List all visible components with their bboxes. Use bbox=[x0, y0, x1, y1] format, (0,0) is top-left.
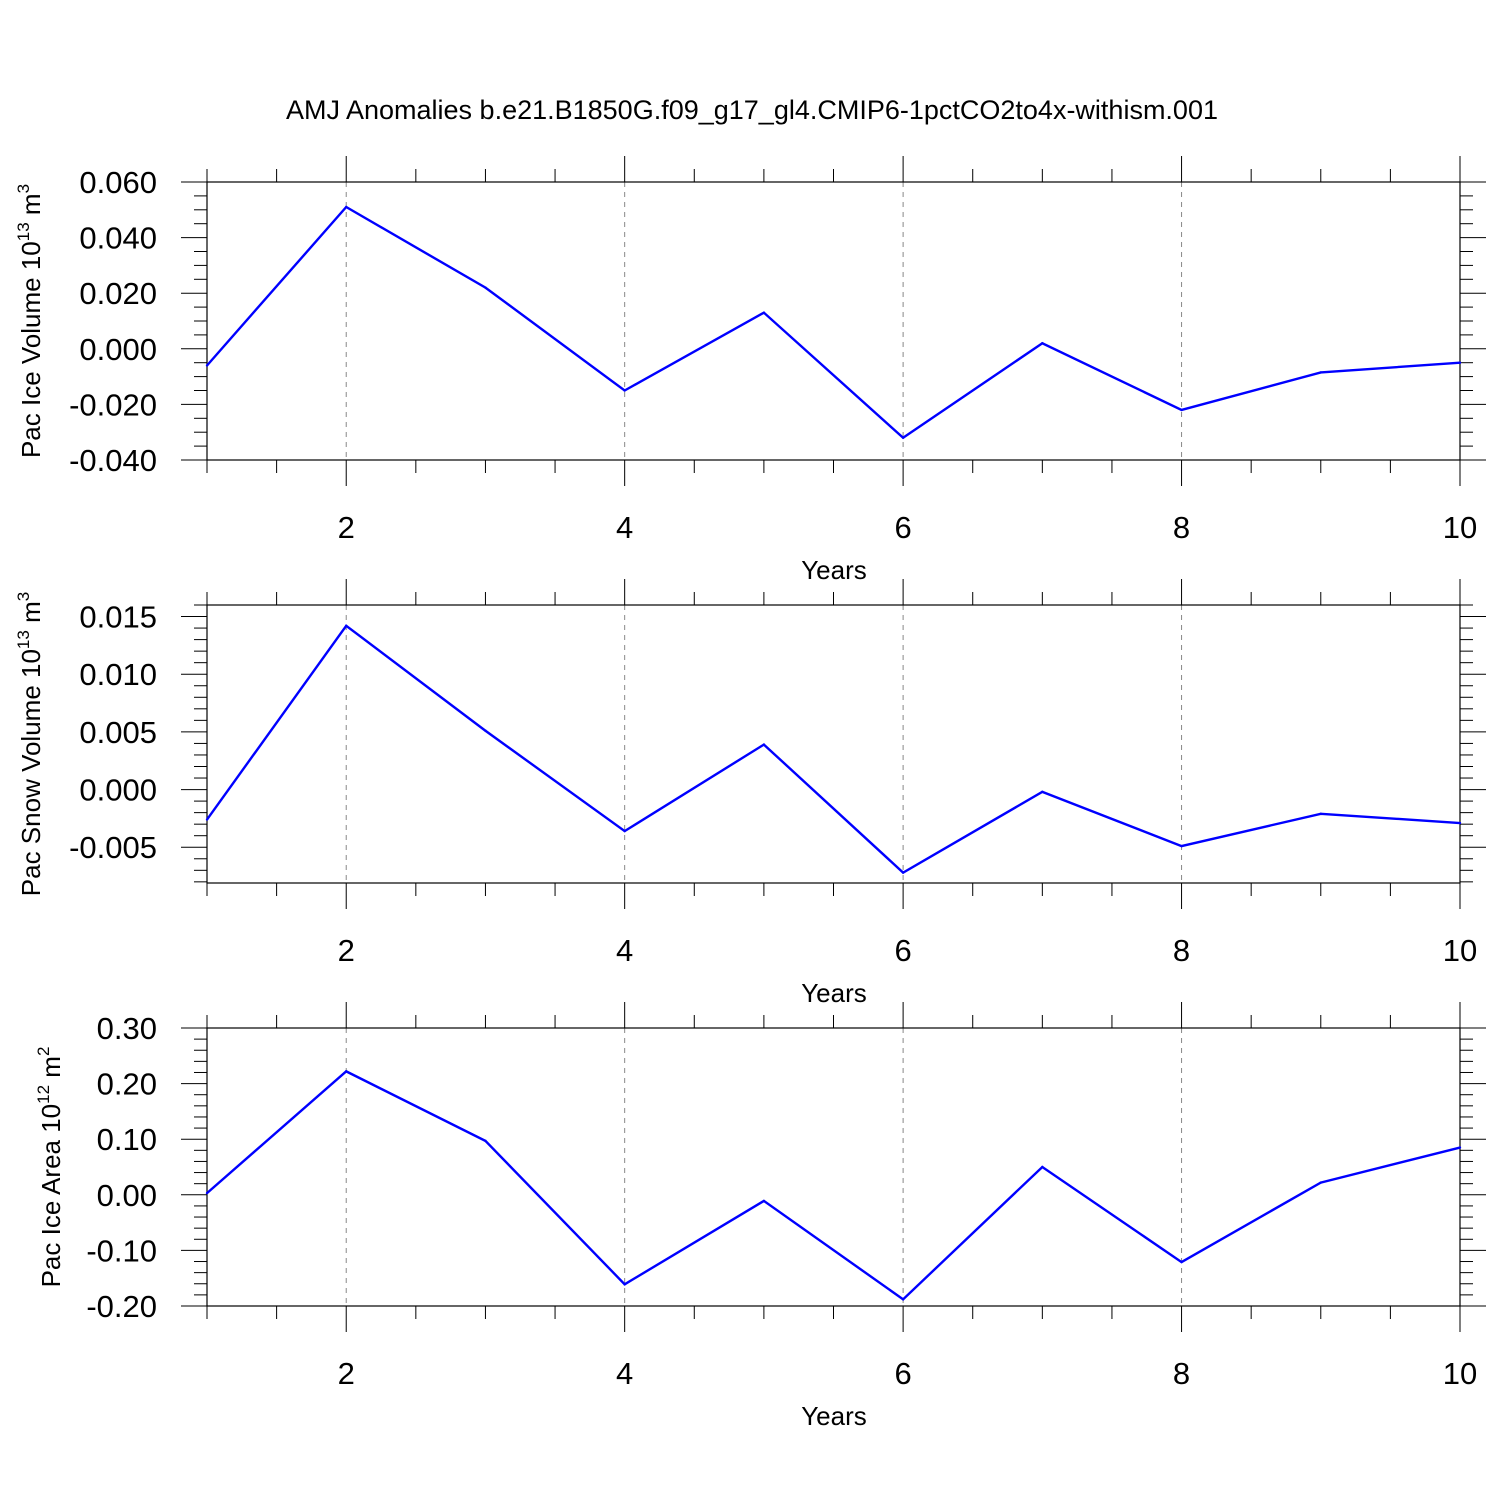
plot-frame bbox=[206, 604, 1461, 884]
y-axis-title-text: Pac Ice Volume 10 bbox=[16, 241, 46, 458]
x-tick-label: 6 bbox=[894, 933, 911, 968]
y-tick-label: -0.040 bbox=[69, 443, 157, 478]
data-point bbox=[1180, 408, 1183, 412]
data-point bbox=[1458, 361, 1462, 364]
data-point bbox=[901, 1298, 905, 1301]
y-tick-label: 0.20 bbox=[97, 1067, 157, 1102]
data-point bbox=[1041, 790, 1044, 794]
x-tick-label: 8 bbox=[1173, 1356, 1190, 1391]
y-tick-label: -0.020 bbox=[69, 387, 157, 422]
data-point bbox=[205, 818, 209, 821]
x-tick-label: 6 bbox=[894, 1356, 911, 1391]
data-point bbox=[484, 286, 487, 289]
data-point bbox=[1319, 371, 1322, 374]
x-tick-label: 2 bbox=[338, 1356, 355, 1391]
data-point bbox=[1041, 1165, 1044, 1169]
panel-3: 2 4 6 8 10 Years -0.20 -0.10 0.00 0.10 0.20 0.30 Pac… bbox=[34, 1002, 1486, 1431]
data-point bbox=[623, 1283, 626, 1286]
y-axis-title: Pac Ice Area 1012 m2 bbox=[34, 1047, 66, 1288]
y-axis-title-exponent: 13 bbox=[14, 630, 33, 649]
series-line bbox=[206, 624, 1461, 875]
x-tick-label: 10 bbox=[1443, 510, 1477, 545]
y-axis-title-unit-exponent: 3 bbox=[14, 184, 33, 193]
y-axis-title: Pac Ice Volume 1013 m3 bbox=[14, 184, 46, 458]
data-point bbox=[623, 829, 626, 833]
y-axis-title-exponent: 13 bbox=[14, 222, 33, 241]
data-point bbox=[901, 871, 905, 874]
y-tick-label: -0.10 bbox=[86, 1233, 157, 1268]
y-tick-label: 0.000 bbox=[79, 332, 157, 367]
y-axis-title-text: Pac Snow Volume 10 bbox=[16, 649, 46, 896]
y-axis-title-unit-exponent: 3 bbox=[14, 592, 33, 601]
series-line bbox=[206, 205, 1461, 440]
data-point bbox=[901, 436, 905, 439]
panel-2: 2 4 6 8 10 Years -0.005 0.000 0.005 0.010 0.015 Pac… bbox=[14, 579, 1486, 1008]
data-point bbox=[1319, 812, 1322, 815]
x-axis-title: Years bbox=[801, 978, 867, 1008]
x-tick-label: 2 bbox=[338, 933, 355, 968]
x-tick-label: 4 bbox=[616, 933, 633, 968]
y-axis-title: Pac Snow Volume 1013 m3 bbox=[14, 592, 46, 896]
y-tick-label: 0.00 bbox=[97, 1178, 157, 1213]
x-tick-label: 4 bbox=[616, 1356, 633, 1391]
y-tick-label: 0.010 bbox=[79, 657, 157, 692]
data-point bbox=[623, 389, 626, 392]
y-tick-label: 0.10 bbox=[97, 1122, 157, 1157]
x-axis-title: Years bbox=[801, 555, 867, 585]
panel-1: 2 4 6 8 10 Years -0.040 -0.020 0.000 0.020 0.040 0.… bbox=[14, 156, 1486, 585]
y-tick-label: 0.000 bbox=[79, 773, 157, 808]
y-axis-title-unit-exponent: 2 bbox=[34, 1047, 53, 1056]
y-axis-title-text: Pac Ice Area 10 bbox=[36, 1104, 66, 1288]
data-point bbox=[345, 624, 348, 627]
x-tick-label: 8 bbox=[1173, 510, 1190, 545]
data-point bbox=[762, 311, 766, 314]
data-point bbox=[1041, 342, 1044, 345]
data-point bbox=[1319, 1181, 1322, 1184]
data-point bbox=[1180, 844, 1183, 848]
data-point bbox=[762, 743, 766, 746]
chart-title: AMJ Anomalies b.e21.B1850G.f09_g17_gl4.C… bbox=[286, 95, 1218, 125]
x-tick-label: 10 bbox=[1443, 933, 1477, 968]
y-axis-title-unit: m bbox=[36, 1056, 66, 1085]
x-tick-label: 6 bbox=[894, 510, 911, 545]
x-tick-label: 4 bbox=[616, 510, 633, 545]
panels: 2 4 6 8 10 Years -0.040 -0.020 0.000 0.020 0.040 0.… bbox=[14, 156, 1486, 1431]
y-tick-label: 0.015 bbox=[79, 600, 157, 635]
data-point bbox=[345, 1070, 348, 1073]
data-point bbox=[484, 1139, 487, 1143]
y-axis-title-exponent: 12 bbox=[34, 1085, 53, 1104]
y-axis-title-unit: m bbox=[16, 193, 46, 222]
series-line bbox=[206, 1069, 1461, 1301]
data-point bbox=[205, 364, 209, 367]
x-axis-title: Years bbox=[801, 1401, 867, 1431]
plot-frame bbox=[206, 1027, 1461, 1307]
data-point bbox=[1458, 1146, 1462, 1149]
data-point bbox=[1180, 1260, 1183, 1264]
data-point bbox=[484, 729, 487, 732]
y-tick-label: 0.020 bbox=[79, 276, 157, 311]
data-point bbox=[762, 1199, 766, 1203]
data-point bbox=[205, 1191, 209, 1195]
y-tick-label: 0.005 bbox=[79, 715, 157, 750]
y-tick-label: 0.060 bbox=[79, 165, 157, 200]
x-tick-label: 2 bbox=[338, 510, 355, 545]
y-tick-label: 0.040 bbox=[79, 221, 157, 256]
x-tick-label: 8 bbox=[1173, 933, 1190, 968]
data-point bbox=[1458, 821, 1462, 825]
y-tick-label: -0.20 bbox=[86, 1289, 157, 1324]
y-tick-label: 0.30 bbox=[97, 1011, 157, 1046]
x-tick-label: 10 bbox=[1443, 1356, 1477, 1391]
plot-frame bbox=[206, 181, 1461, 461]
y-tick-label: -0.005 bbox=[69, 830, 157, 865]
y-axis-title-unit: m bbox=[16, 601, 46, 630]
data-point bbox=[345, 205, 348, 209]
